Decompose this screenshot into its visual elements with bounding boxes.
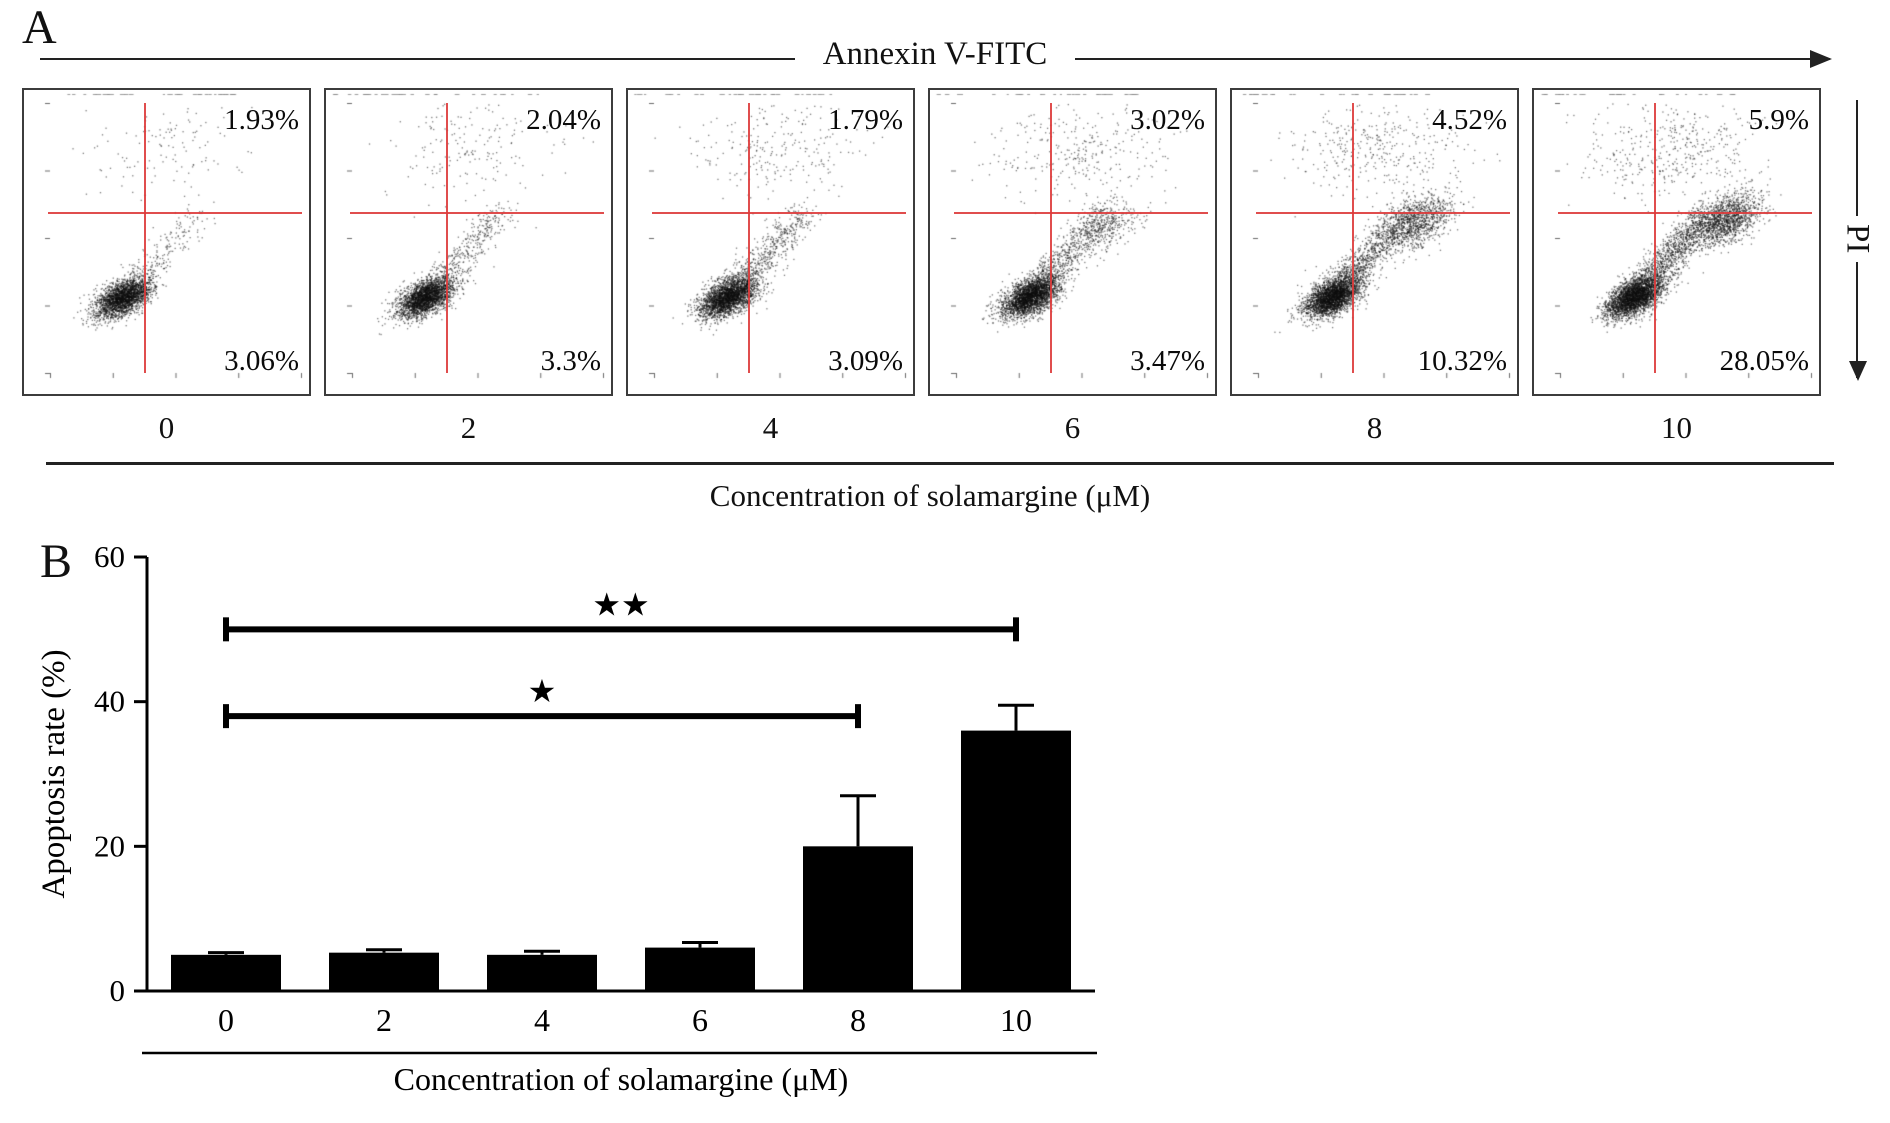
flow-plot: 2.04% 3.3% 2 (324, 88, 613, 446)
lower-right-percentage: 3.06% (224, 345, 299, 377)
flow-plot: 5.9% 28.05% 10 (1532, 88, 1821, 446)
panel-a-label: A (22, 1, 57, 54)
quadrant-hline (652, 211, 906, 214)
flow-plots-row: 1.93% 3.06% 0 2.04% 3.3% 2 1.79% 3.09% 4 3.02% 3.4… (22, 88, 1846, 446)
scatter-canvas (1232, 90, 1517, 394)
flow-plot-box: 1.79% 3.09% (626, 88, 915, 396)
flow-plot: 1.93% 3.06% 0 (22, 88, 311, 446)
pi-down-arrow (1849, 261, 1867, 382)
bar (961, 730, 1071, 991)
x-tick-label: 10 (1000, 1002, 1032, 1038)
scatter-canvas (1534, 90, 1819, 394)
quadrant-vline (1351, 103, 1354, 373)
bar (803, 846, 913, 991)
upper-right-percentage: 3.02% (1130, 104, 1205, 136)
y-tick-label: 20 (94, 828, 125, 863)
bar (329, 952, 439, 991)
lower-right-percentage: 28.05% (1719, 345, 1809, 377)
y-tick-label: 0 (110, 973, 126, 1008)
pi-axis-title: PI (1839, 224, 1876, 254)
quadrant-hline (48, 211, 302, 214)
significance-stars: ★★ (592, 586, 649, 622)
panel-b-label: B (40, 535, 73, 588)
upper-right-percentage: 4.52% (1432, 104, 1507, 136)
concentration-label: 4 (762, 410, 779, 445)
quadrant-hline (350, 211, 604, 214)
upper-right-percentage: 1.79% (828, 104, 903, 136)
significance-stars: ★ (528, 673, 557, 709)
flow-plot-box: 5.9% 28.05% (1532, 88, 1821, 396)
scatter-canvas (930, 90, 1215, 394)
quadrant-vline (747, 103, 750, 373)
panel-a-x-axis-title: Concentration of solamargine (μM) (709, 478, 1151, 513)
x-tick-label: 6 (692, 1002, 708, 1038)
flow-plot-box: 4.52% 10.32% (1230, 88, 1519, 396)
y-axis-title: Apoptosis rate (%) (36, 649, 72, 898)
annexin-axis-row: Annexin V-FITC (40, 36, 1832, 77)
concentration-label: 10 (1661, 410, 1692, 445)
annexin-right-arrow (1075, 49, 1832, 68)
scatter-canvas (326, 90, 611, 394)
bar (171, 954, 281, 991)
flow-plot-box: 1.93% 3.06% (22, 88, 311, 396)
quadrant-hline (954, 211, 1208, 214)
concentration-label: 8 (1366, 410, 1383, 445)
quadrant-vline (143, 103, 146, 373)
flow-plot-box: 2.04% 3.3% (324, 88, 613, 396)
x-tick-label: 2 (376, 1002, 392, 1038)
y-tick-label: 40 (94, 684, 125, 719)
lower-right-percentage: 3.3% (540, 345, 601, 377)
lower-right-percentage: 10.32% (1417, 345, 1507, 377)
lower-right-percentage: 3.47% (1130, 345, 1205, 377)
bar (487, 954, 597, 991)
quadrant-vline (1049, 103, 1052, 373)
lower-right-percentage: 3.09% (828, 345, 903, 377)
quadrant-hline (1558, 211, 1812, 214)
upper-right-percentage: 1.93% (224, 104, 299, 136)
x-tick-label: 0 (218, 1002, 234, 1038)
y-tick-label: 60 (94, 539, 125, 574)
x-tick-label: 4 (534, 1002, 550, 1038)
flow-plot-box: 3.02% 3.47% (928, 88, 1217, 396)
pi-axis: PI (1839, 100, 1876, 382)
flow-plot: 4.52% 10.32% 8 (1230, 88, 1519, 446)
x-tick-label: 8 (850, 1002, 866, 1038)
annexin-axis-title: Annexin V-FITC (822, 36, 1048, 72)
concentration-label: 0 (158, 410, 175, 445)
scatter-canvas (628, 90, 913, 394)
annexin-left-line (40, 57, 795, 60)
quadrant-hline (1256, 211, 1510, 214)
flow-plot: 1.79% 3.09% 4 (626, 88, 915, 446)
quadrant-vline (445, 103, 448, 373)
quadrant-vline (1653, 103, 1656, 373)
bar (645, 947, 755, 991)
scatter-canvas (24, 90, 309, 394)
concentration-label: 6 (1064, 410, 1081, 445)
panel-a-separator (46, 462, 1834, 465)
upper-right-percentage: 5.9% (1748, 104, 1809, 136)
upper-right-percentage: 2.04% (526, 104, 601, 136)
x-axis-title: Concentration of solamargine (μM) (394, 1061, 849, 1097)
pi-top-line (1856, 100, 1858, 217)
flow-plot: 3.02% 3.47% 6 (928, 88, 1217, 446)
concentration-label: 2 (460, 410, 477, 445)
